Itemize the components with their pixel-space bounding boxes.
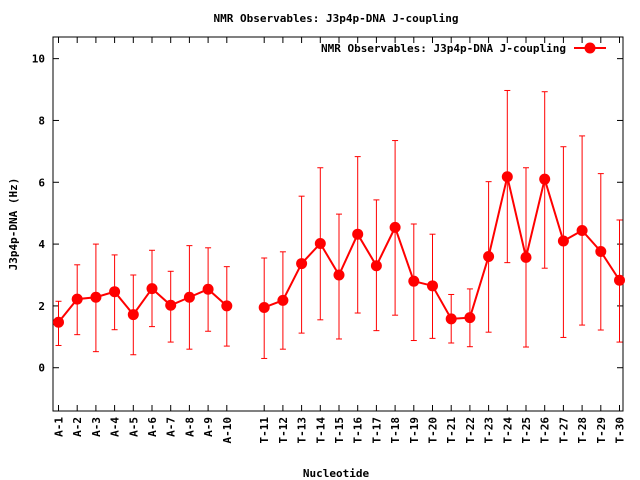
x-tick-label: T-21 [445, 417, 458, 444]
y-tick-label: 10 [32, 53, 45, 66]
x-tick-label: T-12 [277, 417, 290, 444]
x-axis: A-1 A-2 A-3 A-4 A-5 A-6 A-7 A-8 A-9 A-10 T-11 T-12 T… [53, 37, 627, 444]
data-points [53, 171, 625, 328]
error-bars [55, 89, 623, 359]
data-point [464, 312, 476, 324]
data-point [109, 286, 121, 298]
data-point [389, 221, 401, 233]
x-tick-label: A-9 [202, 417, 215, 437]
x-tick-label: T-18 [389, 417, 402, 444]
chart-title: NMR Observables: J3p4p-DNA J-coupling [213, 12, 458, 25]
x-tick-label: T-11 [258, 417, 271, 444]
y-tick-label: 8 [38, 114, 45, 127]
x-tick-label: A-6 [146, 417, 159, 437]
data-point [539, 173, 551, 185]
x-tick-label: T-28 [576, 417, 589, 444]
x-tick-label: T-19 [408, 417, 421, 444]
y-axis-title: J3p4p-DNA (Hz) [7, 178, 20, 271]
x-tick-label: T-25 [520, 417, 533, 444]
x-tick-label: A-1 [53, 417, 66, 437]
y-tick-label: 4 [38, 238, 45, 251]
x-tick-label: A-7 [165, 417, 178, 437]
data-point [408, 275, 420, 287]
data-point [183, 291, 195, 303]
x-tick-label: A-8 [183, 417, 196, 437]
x-tick-label: A-2 [71, 417, 84, 437]
legend: NMR Observables: J3p4p-DNA J-coupling [321, 42, 606, 55]
y-tick-label: 6 [38, 176, 45, 189]
x-axis-title: Nucleotide [303, 467, 370, 480]
series-lines [57, 175, 621, 323]
x-tick-label: T-26 [539, 417, 552, 444]
data-point [296, 258, 308, 270]
data-point [427, 280, 438, 292]
data-point [501, 171, 513, 183]
x-tick-label: T-15 [333, 417, 346, 444]
legend-label: NMR Observables: J3p4p-DNA J-coupling [321, 42, 566, 55]
data-point [277, 294, 289, 306]
series-line [57, 287, 228, 323]
data-point [314, 237, 326, 249]
data-point [146, 283, 158, 295]
x-tick-label: T-13 [296, 417, 309, 444]
x-tick-label: A-5 [127, 417, 140, 437]
x-tick-label: A-3 [90, 417, 103, 437]
y-axis: 0 2 4 6 8 10 [32, 53, 623, 375]
data-point [483, 250, 495, 262]
data-point [595, 246, 607, 258]
x-tick-label: T-23 [483, 417, 496, 444]
data-point [557, 235, 569, 247]
x-tick-label: T-29 [595, 417, 608, 444]
x-tick-label: T-16 [352, 417, 365, 444]
series-line [263, 175, 621, 320]
data-point [258, 301, 270, 313]
data-point [352, 228, 364, 240]
data-point [90, 291, 102, 303]
data-point [445, 313, 457, 325]
y-tick-label: 2 [38, 300, 45, 313]
x-tick-label: A-10 [221, 417, 234, 444]
data-point [71, 293, 83, 305]
legend-marker [584, 42, 596, 54]
x-tick-label: T-24 [501, 417, 514, 444]
plot-frame [52, 36, 624, 412]
data-point [202, 283, 214, 295]
data-point [221, 300, 233, 312]
data-point [520, 251, 532, 263]
data-point [576, 224, 588, 236]
x-tick-label: T-17 [370, 417, 383, 444]
data-point [614, 274, 625, 286]
y-tick-label: 0 [38, 362, 45, 375]
x-tick-label: T-27 [557, 417, 570, 444]
data-point [333, 269, 345, 281]
data-point [127, 309, 139, 321]
data-point [370, 260, 382, 272]
x-tick-label: A-4 [109, 417, 122, 437]
x-tick-label: T-20 [427, 417, 440, 444]
x-tick-label: T-14 [314, 417, 327, 444]
x-tick-label: T-22 [464, 417, 477, 444]
data-point [53, 316, 64, 328]
x-tick-label: T-30 [614, 417, 627, 444]
data-point [165, 299, 177, 311]
